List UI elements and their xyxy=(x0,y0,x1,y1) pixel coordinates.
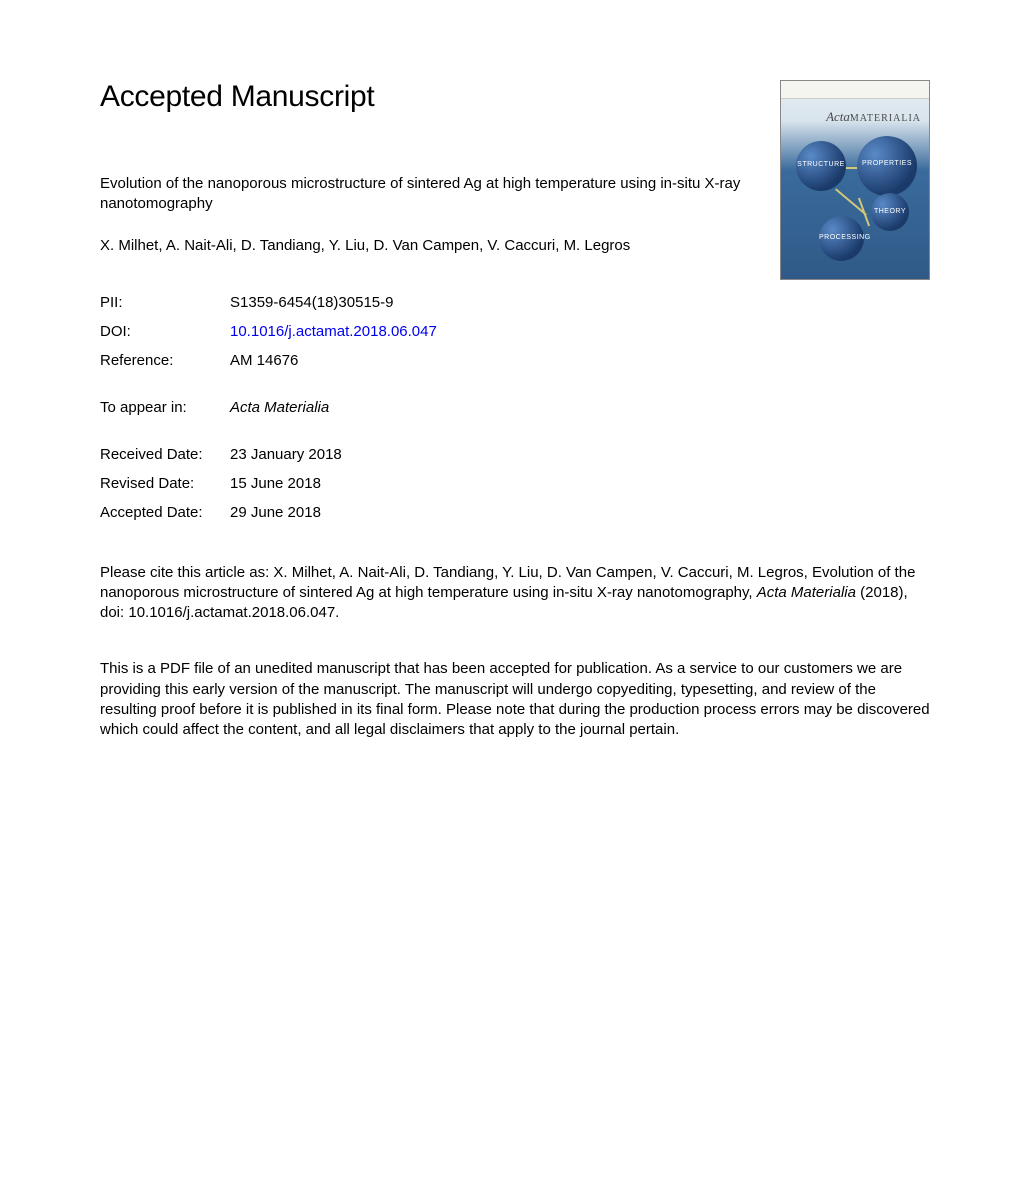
manuscript-page: Accepted Manuscript ActaMATERIALIA STRUC… xyxy=(0,0,1020,1182)
meta-label: Revised Date: xyxy=(100,475,230,492)
citation-text: Please cite this article as: X. Milhet, … xyxy=(100,563,930,624)
meta-label: To appear in: xyxy=(100,399,230,416)
journal-cover-thumbnail: ActaMATERIALIA STRUCTURE PROPERTIES THEO… xyxy=(780,80,930,280)
meta-row-reference: Reference: AM 14676 xyxy=(100,352,930,369)
doi-link[interactable]: 10.1016/j.actamat.2018.06.047 xyxy=(230,323,437,340)
meta-value-received: 23 January 2018 xyxy=(230,446,342,463)
meta-label: DOI: xyxy=(100,323,230,340)
spacer xyxy=(100,381,930,399)
citation-journal: Acta Materialia xyxy=(757,584,856,601)
meta-label: Reference: xyxy=(100,352,230,369)
meta-value-accepted: 29 June 2018 xyxy=(230,504,321,521)
meta-row-received: Received Date: 23 January 2018 xyxy=(100,446,930,463)
meta-value-reference: AM 14676 xyxy=(230,352,298,369)
cover-sphere: PROCESSING xyxy=(819,216,864,261)
meta-label: Received Date: xyxy=(100,446,230,463)
metadata-table: PII: S1359-6454(18)30515-9 DOI: 10.1016/… xyxy=(100,294,930,521)
meta-value-journal: Acta Materialia xyxy=(230,399,329,416)
meta-row-appear: To appear in: Acta Materialia xyxy=(100,399,930,416)
cover-logo-text: Acta xyxy=(826,109,850,124)
cover-journal-title: ActaMATERIALIA xyxy=(781,109,921,125)
meta-value-pii: S1359-6454(18)30515-9 xyxy=(230,294,393,311)
sphere-label: PROPERTIES xyxy=(857,160,917,167)
cover-connector xyxy=(858,198,870,227)
cover-sphere: PROPERTIES xyxy=(857,136,917,196)
cover-logo-sub: MATERIALIA xyxy=(850,113,921,124)
meta-row-revised: Revised Date: 15 June 2018 xyxy=(100,475,930,492)
meta-row-doi: DOI: 10.1016/j.actamat.2018.06.047 xyxy=(100,323,930,340)
cover-sphere: STRUCTURE xyxy=(796,141,846,191)
spacer xyxy=(100,428,930,446)
cover-header-bar xyxy=(781,81,929,99)
meta-label: Accepted Date: xyxy=(100,504,230,521)
article-title: Evolution of the nanoporous microstructu… xyxy=(100,174,770,215)
meta-label: PII: xyxy=(100,294,230,311)
disclaimer-text: This is a PDF file of an unedited manusc… xyxy=(100,659,930,740)
sphere-label: THEORY xyxy=(871,208,909,215)
sphere-label: PROCESSING xyxy=(819,234,864,241)
meta-row-pii: PII: S1359-6454(18)30515-9 xyxy=(100,294,930,311)
sphere-label: STRUCTURE xyxy=(796,161,846,168)
meta-row-accepted: Accepted Date: 29 June 2018 xyxy=(100,504,930,521)
cover-sphere: THEORY xyxy=(871,193,909,231)
meta-value-revised: 15 June 2018 xyxy=(230,475,321,492)
